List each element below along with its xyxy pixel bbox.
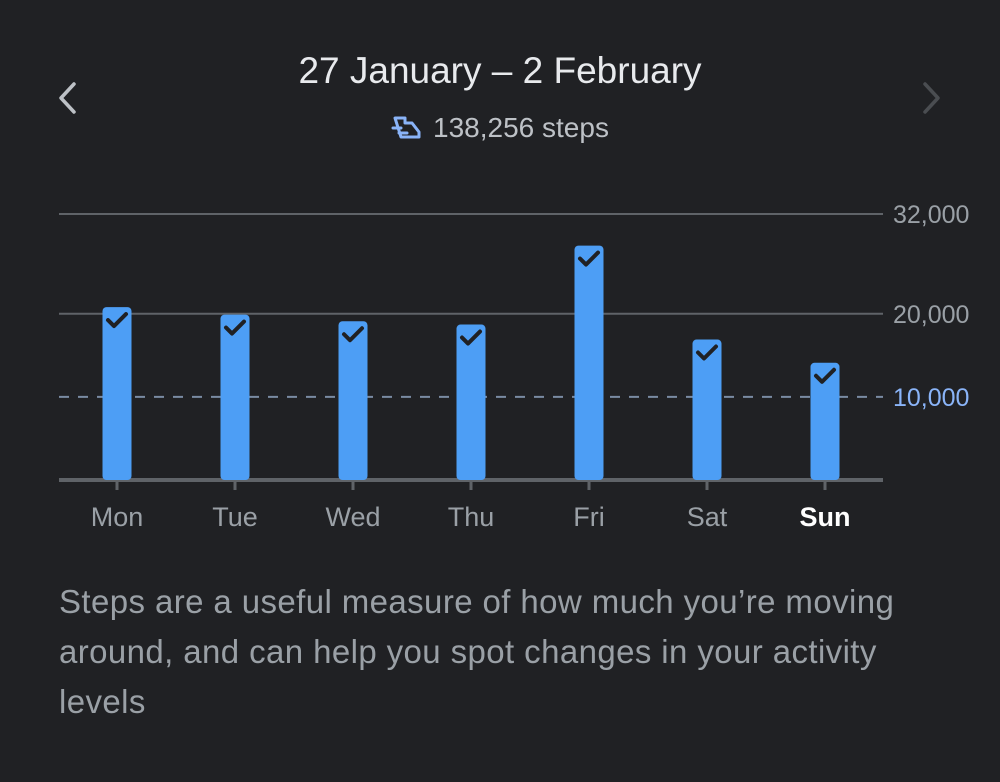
x-tick-label-thu: Thu	[448, 502, 495, 532]
steps-summary: 138,256 steps	[0, 112, 1000, 144]
bar-wed	[338, 321, 368, 480]
bar-sun	[810, 362, 840, 480]
goal-met-check-icon	[696, 344, 718, 361]
x-tick-label-mon: Mon	[91, 502, 144, 532]
x-tick-label-sat: Sat	[687, 502, 728, 532]
y-tick-label: 20,000	[893, 301, 969, 329]
steps-total: 138,256 steps	[433, 112, 609, 143]
goal-met-check-icon	[106, 312, 128, 329]
week-range-title: 27 January – 2 February	[298, 50, 702, 91]
x-tick-label-wed: Wed	[325, 502, 380, 532]
chevron-right-icon	[923, 82, 940, 114]
goal-met-check-icon	[460, 329, 482, 346]
y-tick-label: 32,000	[893, 201, 969, 229]
steps-bar-chart: 32,000 20,000 10,000 Mon Tue Wed Thu Fri Sat Sun	[59, 201, 969, 532]
chevron-left-icon	[59, 82, 76, 114]
goal-met-check-icon	[814, 367, 836, 384]
x-tick-label-tue: Tue	[212, 502, 258, 532]
x-tick-label-fri: Fri	[573, 502, 604, 532]
steps-description: Steps are a useful measure of how much y…	[59, 583, 895, 720]
goal-met-check-icon	[224, 319, 246, 336]
goal-met-check-icon	[578, 250, 600, 267]
bar-thu	[456, 324, 486, 480]
bar-fri	[574, 245, 604, 480]
next-week-button[interactable]	[911, 78, 951, 118]
bar-sat	[692, 339, 722, 480]
y-tick-label: 10,000	[893, 384, 969, 412]
goal-met-check-icon	[342, 326, 364, 343]
x-tick-label-sun: Sun	[800, 502, 851, 532]
bar-tue	[220, 314, 250, 480]
walking-shoe-icon	[391, 116, 421, 139]
previous-week-button[interactable]	[48, 78, 88, 118]
bar-mon	[102, 307, 132, 480]
